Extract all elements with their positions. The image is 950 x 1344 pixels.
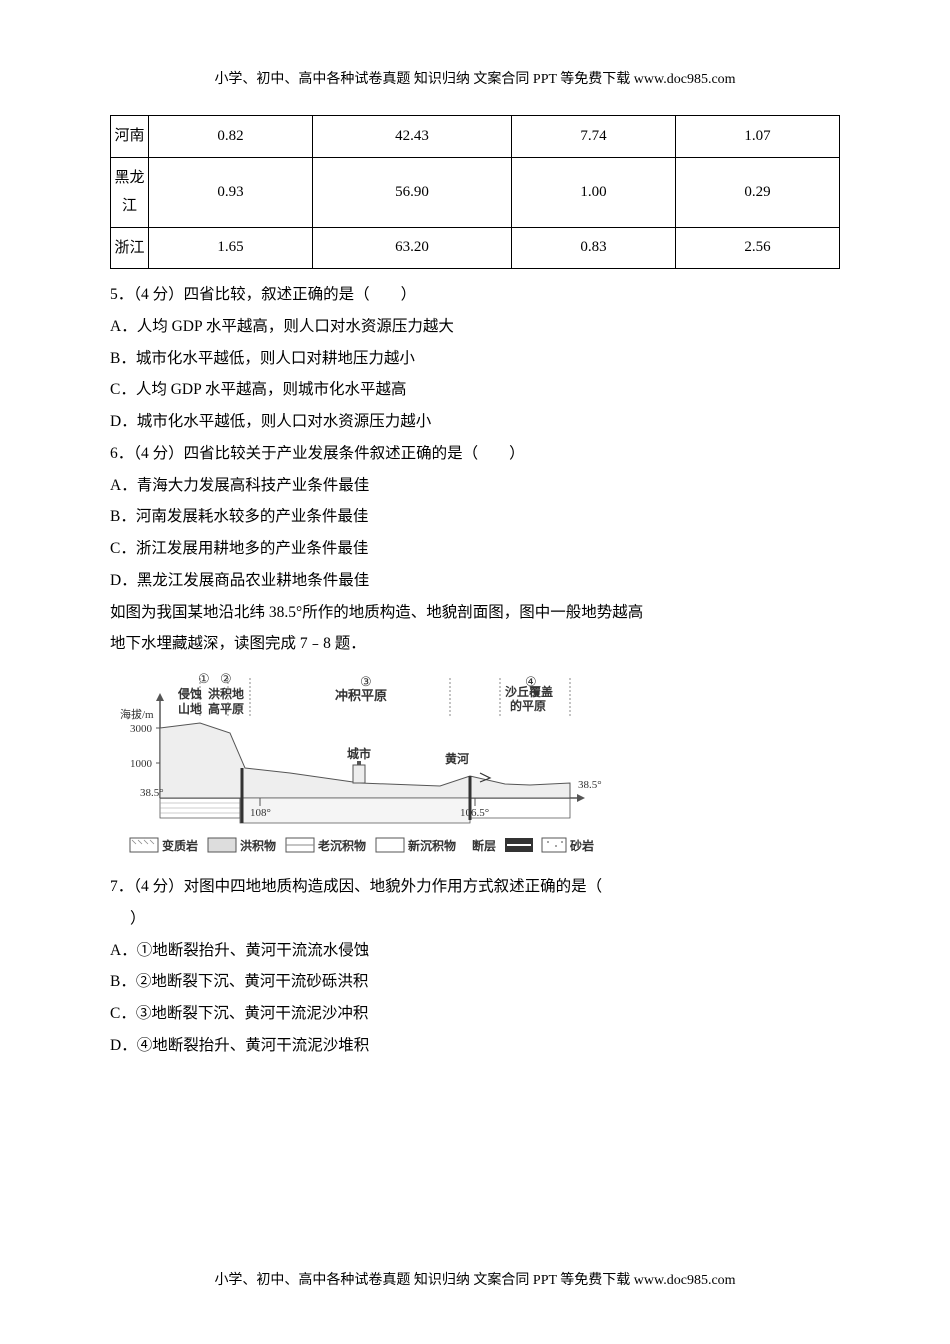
axis-1000: 1000	[130, 758, 153, 770]
marker-2: ②	[220, 671, 232, 686]
label-chongji: 冲积平原	[335, 688, 387, 703]
label-shaqiu-1: 沙丘覆盖	[505, 684, 553, 699]
data-table: 河南 0.82 42.43 7.74 1.07 黑龙江 0.93 56.90 1…	[110, 115, 840, 269]
legend-flood-dep: 洪积物	[240, 838, 276, 853]
legend-sandstone: 砂岩	[569, 838, 594, 853]
cell-value: 63.20	[313, 227, 512, 269]
page-footer: 小学、初中、高中各种试卷真题 知识归纳 文案合同 PPT 等免费下载 www.d…	[0, 1269, 950, 1289]
q7-option-c: C．③地断裂下沉、黄河干流泥沙冲积	[110, 998, 840, 1030]
lat-left: 38.5°	[140, 787, 164, 799]
label-shan: 山地	[178, 701, 202, 716]
cell-value: 1.65	[149, 227, 313, 269]
cell-value: 1.07	[675, 116, 839, 158]
passage-line-1: 如图为我国某地沿北纬 38.5°所作的地质构造、地貌剖面图，图中一般地势越高	[110, 597, 840, 629]
lon-right: 106.5°	[460, 807, 489, 819]
table-row: 浙江 1.65 63.20 0.83 2.56	[111, 227, 840, 269]
q6-option-b: B．河南发展耗水较多的产业条件最佳	[110, 501, 840, 533]
label-gaoping: 高平原	[208, 701, 244, 716]
lon-left: 108°	[250, 807, 271, 819]
q5-option-c: C．人均 GDP 水平越高，则城市化水平越高	[110, 374, 840, 406]
q7-stem: 7．（4 分）对图中四地地质构造成因、地貌外力作用方式叙述正确的是（	[110, 871, 840, 903]
legend-old-sed: 老沉积物	[318, 838, 366, 853]
table-row: 河南 0.82 42.43 7.74 1.07	[111, 116, 840, 158]
label-river: 黄河	[445, 751, 469, 766]
cell-value: 42.43	[313, 116, 512, 158]
y-axis-label: 海拔/m	[120, 707, 154, 721]
q6-option-a: A．青海大力发展高科技产业条件最佳	[110, 470, 840, 502]
q7-stem-cont: ）	[110, 903, 840, 935]
legend-metamorphic: 变质岩	[162, 838, 198, 853]
q6-option-d: D．黑龙江发展商品农业耕地条件最佳	[110, 565, 840, 597]
label-flood: 洪积地	[208, 686, 244, 701]
cell-province: 黑龙江	[111, 157, 149, 227]
legend-fault-label: 断层	[472, 838, 496, 853]
cell-value: 56.90	[313, 157, 512, 227]
lat-right: 38.5°	[578, 779, 602, 791]
axis-3000: 3000	[130, 723, 153, 735]
label-city: 城市	[347, 746, 371, 761]
cell-value: 7.74	[511, 116, 675, 158]
main-content: 河南 0.82 42.43 7.74 1.07 黑龙江 0.93 56.90 1…	[110, 115, 840, 1062]
q5-option-b: B．城市化水平越低，则人口对耕地压力越小	[110, 343, 840, 375]
q6-option-c: C．浙江发展用耕地多的产业条件最佳	[110, 533, 840, 565]
marker-1: ①	[198, 671, 210, 686]
page-header: 小学、初中、高中各种试卷真题 知识归纳 文案合同 PPT 等免费下载 www.d…	[0, 68, 950, 88]
cell-value: 0.83	[511, 227, 675, 269]
cell-province: 浙江	[111, 227, 149, 269]
q7-option-a: A．①地断裂抬升、黄河干流流水侵蚀	[110, 935, 840, 967]
cell-value: 0.82	[149, 116, 313, 158]
q5-option-a: A．人均 GDP 水平越高，则人口对水资源压力越大	[110, 311, 840, 343]
label-shaqiu-2: 的平原	[510, 698, 546, 713]
table-row: 黑龙江 0.93 56.90 1.00 0.29	[111, 157, 840, 227]
passage-line-2: 地下水埋藏越深，读图完成 7﹣8 题．	[110, 628, 840, 660]
q7-option-d: D．④地断裂抬升、黄河干流泥沙堆积	[110, 1030, 840, 1062]
q5-stem: 5．（4 分）四省比较，叙述正确的是（ ）	[110, 279, 840, 311]
marker-3: ③	[360, 674, 372, 689]
q5-option-d: D．城市化水平越低，则人口对水资源压力越小	[110, 406, 840, 438]
legend-new-sed: 新沉积物	[408, 838, 456, 853]
cell-value: 0.93	[149, 157, 313, 227]
cell-value: 2.56	[675, 227, 839, 269]
cell-province: 河南	[111, 116, 149, 158]
geology-cross-section-figure: 3000 1000 海拔/m ①	[110, 668, 840, 863]
label-erosion: 侵蚀	[177, 686, 202, 701]
cell-value: 0.29	[675, 157, 839, 227]
cell-value: 1.00	[511, 157, 675, 227]
q7-option-b: B．②地断裂下沉、黄河干流砂砾洪积	[110, 966, 840, 998]
q6-stem: 6．（4 分）四省比较关于产业发展条件叙述正确的是（ ）	[110, 438, 840, 470]
